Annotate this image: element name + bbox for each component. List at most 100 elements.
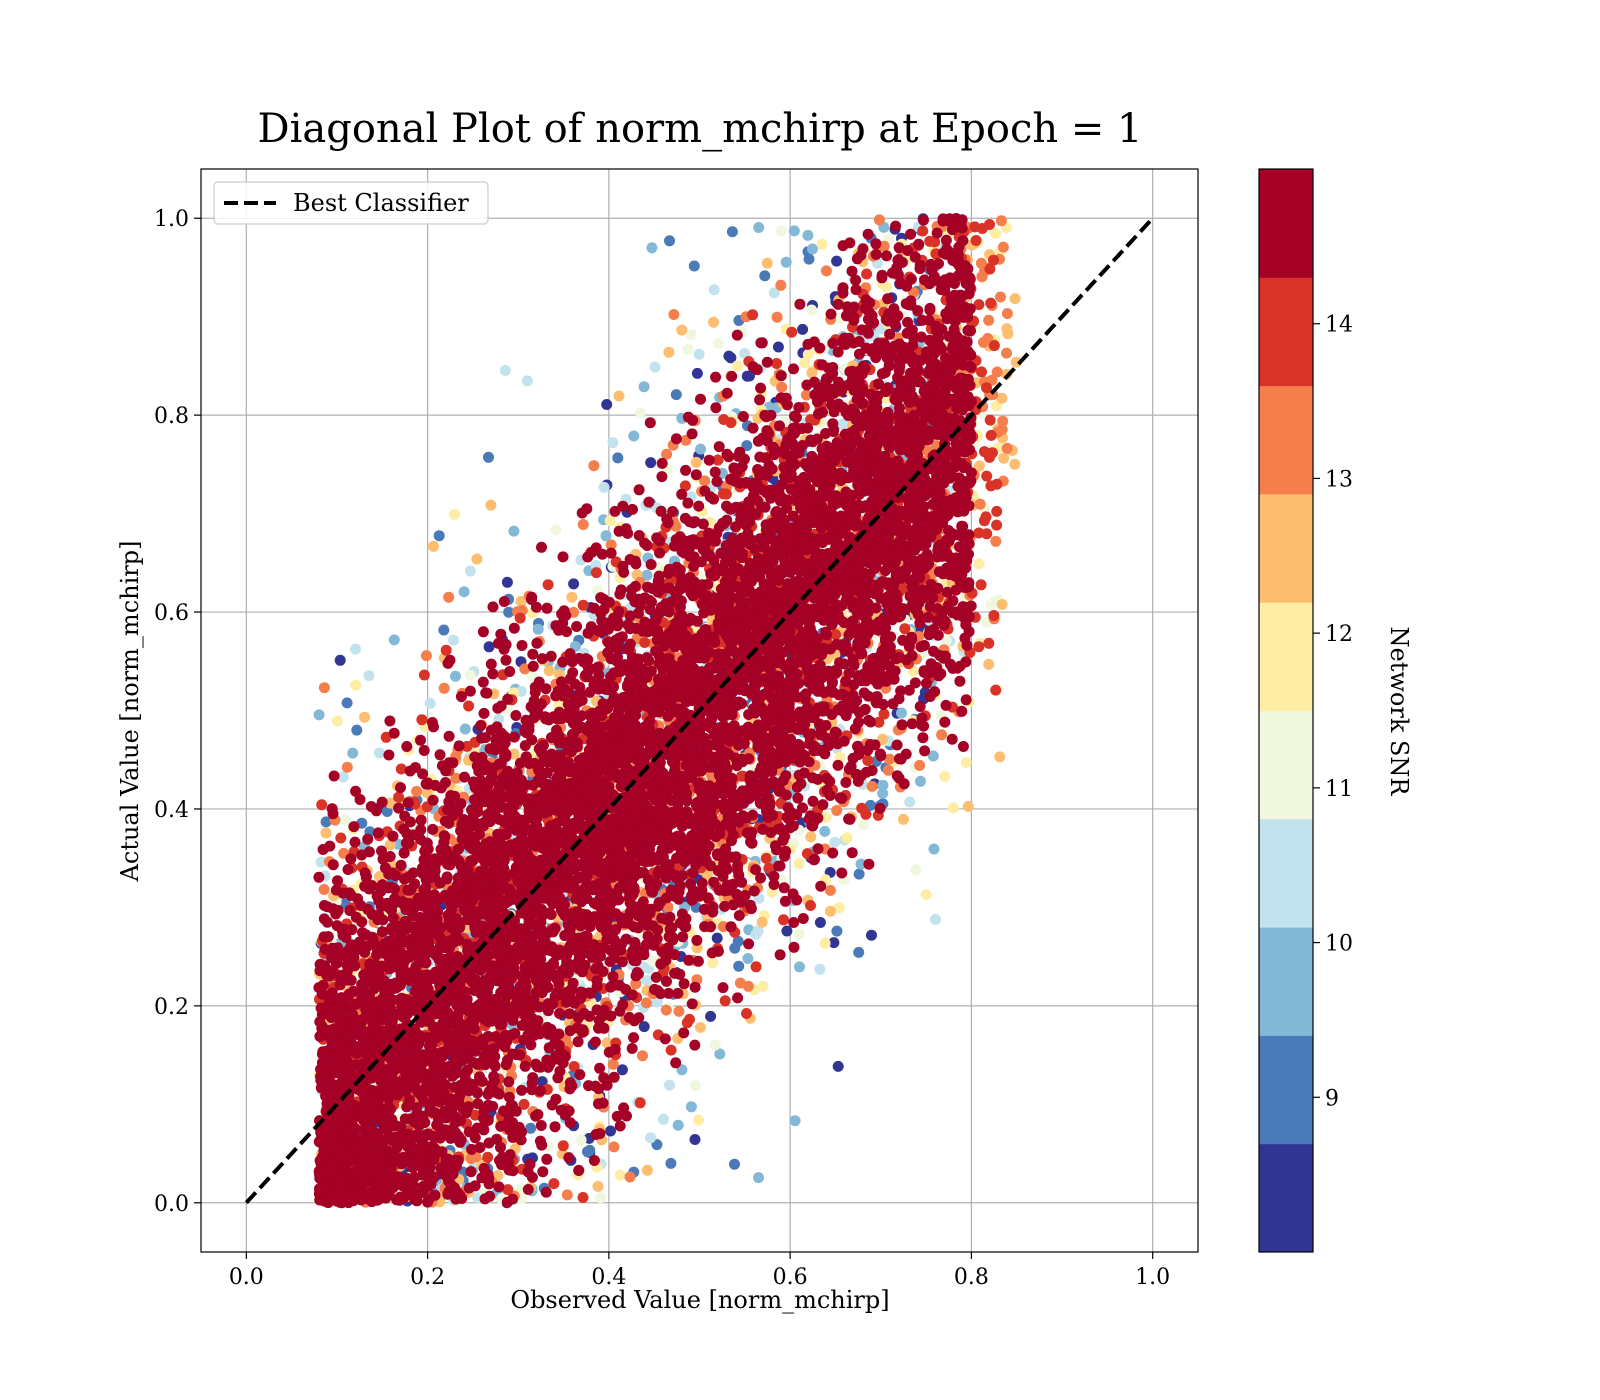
scatter-point [890, 220, 902, 232]
scatter-point [584, 1144, 596, 1156]
scatter-point [830, 629, 842, 641]
scatter-point [750, 961, 762, 973]
scatter-point [984, 263, 996, 275]
scatter-point [797, 323, 809, 335]
scatter-point [501, 576, 513, 588]
scatter-point [657, 1113, 669, 1125]
scatter-point [806, 304, 818, 316]
scatter-point [676, 324, 688, 336]
scatter-point [814, 917, 826, 928]
scatter-point [996, 599, 1008, 610]
scatter-point [362, 833, 374, 845]
scatter-point [664, 235, 675, 247]
scatter-point [756, 916, 768, 928]
scatter-point [670, 389, 682, 401]
scatter-point [536, 1076, 548, 1088]
scatter-point [690, 456, 702, 468]
scatter-point [557, 1140, 569, 1152]
scatter-point [485, 499, 497, 511]
scatter-point [672, 1119, 684, 1131]
scatter-point [665, 1044, 677, 1056]
scatter-point [988, 610, 1000, 621]
scatter-point [994, 751, 1006, 763]
scatter-point [607, 1058, 619, 1070]
scatter-point [780, 256, 792, 268]
scatter-point [991, 519, 1003, 531]
scatter-point [354, 794, 366, 805]
scatter-point [824, 884, 836, 896]
scatter-point [459, 723, 471, 735]
scatter-point [646, 242, 658, 254]
scatter-point [709, 1039, 721, 1051]
scatter-point [316, 799, 328, 811]
scatter-point [711, 932, 723, 944]
scatter-point [962, 800, 974, 812]
scatter-point [679, 480, 691, 492]
scatter-point [588, 460, 600, 472]
scatter-point [624, 1171, 636, 1183]
scatter-point [469, 1109, 481, 1121]
scatter-point [884, 753, 895, 765]
scatter-point [741, 1008, 752, 1019]
scatter-point [685, 329, 697, 341]
scatter-point [985, 297, 997, 309]
scatter-point [694, 1022, 706, 1033]
scatter-point [814, 963, 826, 975]
scatter-point [963, 360, 975, 372]
scatter-point [761, 257, 773, 269]
scatter-point [1009, 293, 1021, 305]
scatter-point [917, 225, 929, 237]
scatter-point [819, 937, 831, 949]
scatter-point [458, 586, 470, 598]
scatter-point [805, 831, 817, 843]
scatter-point [947, 802, 959, 814]
scatter-point [614, 1169, 626, 1181]
scatter-point [831, 925, 843, 937]
scatter-point [424, 697, 436, 709]
scatter-point [601, 1037, 613, 1049]
scatter-point [866, 929, 877, 941]
scatter-point [817, 799, 829, 811]
scatter-point [990, 535, 1002, 547]
scatter-point [568, 1061, 580, 1072]
scatter-point [448, 634, 459, 646]
scatter-point [542, 579, 554, 591]
scatter-point [464, 565, 476, 577]
scatter-point [786, 326, 798, 338]
scatter-point [334, 654, 346, 666]
scatter-point [858, 819, 869, 831]
scatter-point [340, 814, 352, 826]
scatter-points [313, 213, 1022, 1209]
scatter-point [998, 452, 1010, 464]
scatter-point [990, 684, 1002, 696]
scatter-point [990, 228, 1002, 239]
scatter-point [649, 361, 661, 373]
scatter-point [628, 430, 640, 442]
scatter-point [915, 775, 926, 787]
scatter-point [983, 314, 995, 326]
scatter-point [983, 637, 995, 649]
scatter-point [420, 650, 432, 662]
scatter-point [734, 977, 746, 989]
scatter-point [678, 1027, 690, 1039]
scatter-point [731, 360, 743, 372]
scatter-point [381, 806, 393, 817]
scatter-point [759, 270, 771, 282]
scatter-point [853, 946, 865, 958]
scatter-point [914, 759, 926, 771]
scatter-point [973, 641, 985, 653]
scatter-point [862, 755, 874, 766]
scatter-point [482, 1151, 494, 1163]
scatter-point [699, 475, 711, 487]
scatter-point [978, 515, 990, 527]
scatter-point [750, 928, 762, 940]
scatter-point [465, 1153, 477, 1165]
scatter-point [975, 579, 987, 591]
scatter-point [605, 1125, 616, 1137]
scatter-point [788, 917, 800, 928]
scatter-point [575, 1134, 587, 1146]
scatter-point [771, 358, 783, 369]
scatter-point [742, 953, 754, 964]
scatter-point [393, 791, 405, 803]
scatter-point [831, 255, 843, 267]
